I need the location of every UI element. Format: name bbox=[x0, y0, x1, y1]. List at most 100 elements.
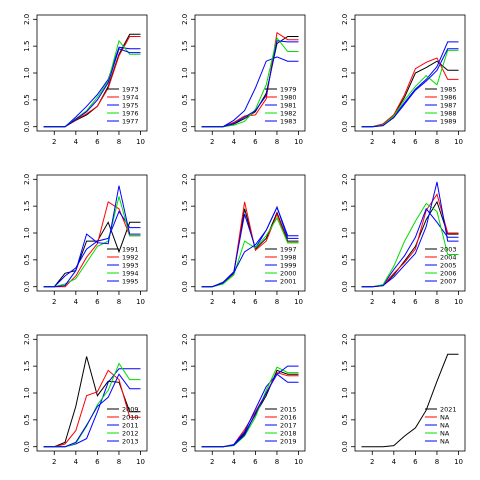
y-tick-label: 2.0 bbox=[181, 14, 189, 25]
y-tick-label: 2.0 bbox=[341, 14, 349, 25]
y-tick-label: 0.5 bbox=[341, 254, 349, 265]
legend-label: 1998 bbox=[280, 254, 297, 262]
panel-6: 2 4 6 8 10 0.0 0.5 1.0 1.5 2.0 2003200420052006200… bbox=[341, 174, 466, 306]
y-tick-label: 1.5 bbox=[341, 41, 349, 52]
y-tick-label: 0.0 bbox=[341, 441, 349, 452]
y-tick-label: 0.0 bbox=[23, 441, 31, 452]
y-tick-label: 2.0 bbox=[23, 174, 31, 185]
legend-label: 1987 bbox=[440, 102, 457, 110]
y-tick-label: 0.5 bbox=[341, 414, 349, 425]
y-tick-label: 0.5 bbox=[181, 414, 189, 425]
x-tick-label: 10 bbox=[294, 138, 303, 146]
legend-label: 1992 bbox=[122, 254, 139, 262]
series-line-1983 bbox=[201, 40, 299, 128]
y-tick-label: 0.0 bbox=[341, 281, 349, 292]
legend-label: 1988 bbox=[440, 110, 457, 118]
y-tick-label: 0.5 bbox=[23, 94, 31, 105]
legend-label: 2006 bbox=[440, 270, 457, 278]
y-tick-label: 1.5 bbox=[23, 201, 31, 212]
y-tick-label: 1.5 bbox=[341, 201, 349, 212]
legend-label: 1997 bbox=[280, 246, 297, 254]
y-tick-label: 2.0 bbox=[341, 174, 349, 185]
legend-label: 1973 bbox=[122, 86, 139, 94]
legend-label: 2017 bbox=[280, 422, 297, 430]
series-line-1977 bbox=[43, 48, 141, 128]
y-tick-label: 2.0 bbox=[341, 334, 349, 345]
legend-label: 1976 bbox=[122, 110, 139, 118]
series-line-1993 bbox=[43, 210, 141, 288]
legend-label: 2000 bbox=[280, 270, 297, 278]
x-tick-label: 2 bbox=[370, 138, 374, 146]
x-tick-label: 4 bbox=[232, 138, 237, 146]
y-tick-label: 0.5 bbox=[341, 94, 349, 105]
legend-label: 2013 bbox=[122, 438, 139, 446]
x-tick-label: 2 bbox=[370, 458, 374, 466]
legend-label: 1977 bbox=[122, 118, 139, 126]
legend-label: NA bbox=[440, 414, 450, 422]
legend-label: 2011 bbox=[122, 422, 139, 430]
series-line-2001 bbox=[201, 205, 299, 288]
legend-label: 1991 bbox=[122, 246, 139, 254]
legend-label: 2010 bbox=[122, 414, 139, 422]
x-tick-label: 6 bbox=[95, 298, 100, 306]
x-tick-label: 10 bbox=[136, 458, 145, 466]
panel-5: 2 4 6 8 10 0.0 0.5 1.0 1.5 2.0 1997199819992000200… bbox=[181, 174, 306, 306]
x-tick-label: 10 bbox=[136, 138, 145, 146]
panel-2: 2 4 6 8 10 0.0 0.5 1.0 1.5 2.0 1979198019811982198… bbox=[181, 14, 306, 146]
y-tick-label: 0.5 bbox=[23, 254, 31, 265]
x-tick-label: 8 bbox=[435, 458, 439, 466]
legend-label: 1986 bbox=[440, 94, 457, 102]
x-tick-label: 8 bbox=[117, 138, 121, 146]
series-line-1989 bbox=[361, 48, 459, 128]
x-tick-label: 6 bbox=[413, 458, 418, 466]
panel-4: 2 4 6 8 10 0.0 0.5 1.0 1.5 2.0 1991199219931994199… bbox=[23, 174, 148, 306]
x-tick-label: 6 bbox=[413, 138, 418, 146]
series-line-2019 bbox=[201, 365, 299, 448]
legend-label: 1979 bbox=[280, 86, 297, 94]
legend-label: 2015 bbox=[280, 406, 297, 414]
x-tick-label: 8 bbox=[275, 458, 279, 466]
y-tick-label: 1.0 bbox=[341, 227, 349, 238]
y-tick-label: 1.0 bbox=[23, 227, 31, 238]
x-tick-label: 2 bbox=[52, 458, 56, 466]
y-tick-label: 1.5 bbox=[23, 361, 31, 372]
x-tick-label: 10 bbox=[136, 298, 145, 306]
y-tick-label: 0.0 bbox=[23, 281, 31, 292]
legend-label: 2018 bbox=[280, 430, 297, 438]
x-tick-label: 10 bbox=[454, 458, 463, 466]
y-tick-label: 0.0 bbox=[23, 121, 31, 132]
x-tick-label: 4 bbox=[392, 458, 397, 466]
legend-label: 1975 bbox=[122, 102, 139, 110]
x-tick-label: 2 bbox=[52, 298, 56, 306]
y-tick-label: 1.5 bbox=[23, 41, 31, 52]
x-tick-label: 2 bbox=[370, 298, 374, 306]
x-tick-label: 4 bbox=[74, 458, 79, 466]
x-tick-label: 8 bbox=[117, 298, 121, 306]
legend-label: 2003 bbox=[440, 246, 457, 254]
x-tick-label: 10 bbox=[294, 458, 303, 466]
y-tick-label: 1.0 bbox=[23, 387, 31, 398]
y-tick-label: 2.0 bbox=[181, 174, 189, 185]
x-tick-label: 4 bbox=[232, 298, 237, 306]
legend-label: NA bbox=[440, 438, 450, 446]
legend-label: 1993 bbox=[122, 262, 139, 270]
legend-label: 2012 bbox=[122, 430, 139, 438]
x-tick-label: 6 bbox=[95, 138, 100, 146]
x-tick-label: 8 bbox=[117, 458, 121, 466]
y-tick-label: 2.0 bbox=[23, 334, 31, 345]
legend-label: 1999 bbox=[280, 262, 297, 270]
series-line-2013 bbox=[43, 373, 141, 448]
series-line-2021 bbox=[361, 353, 459, 448]
y-tick-label: 1.0 bbox=[341, 387, 349, 398]
y-tick-label: 0.5 bbox=[23, 414, 31, 425]
x-tick-label: 2 bbox=[52, 138, 56, 146]
x-tick-label: 8 bbox=[275, 138, 279, 146]
y-tick-label: 1.5 bbox=[181, 361, 189, 372]
x-tick-label: 8 bbox=[275, 298, 279, 306]
y-tick-label: 1.0 bbox=[181, 227, 189, 238]
panel-3: 2 4 6 8 10 0.0 0.5 1.0 1.5 2.0 1985198619871988198… bbox=[341, 14, 466, 146]
x-tick-label: 6 bbox=[253, 298, 258, 306]
x-tick-label: 8 bbox=[435, 298, 439, 306]
